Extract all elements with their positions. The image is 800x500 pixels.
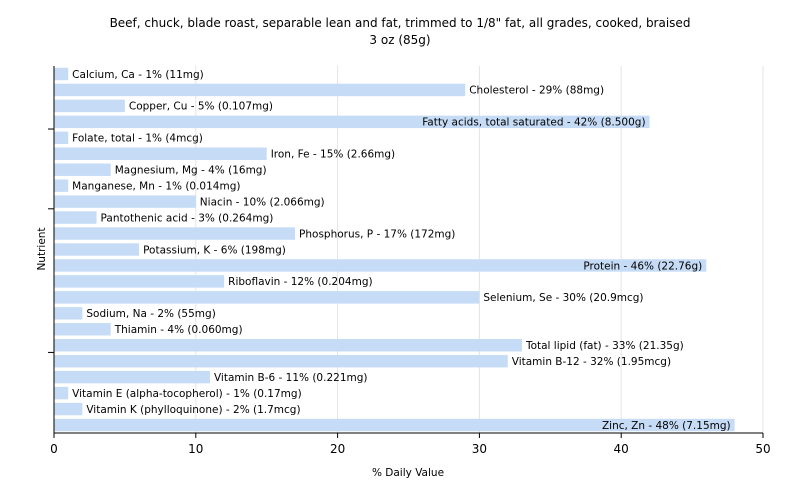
bar bbox=[54, 67, 69, 81]
bar bbox=[54, 131, 69, 145]
bar bbox=[54, 402, 83, 416]
bar bbox=[54, 195, 196, 208]
bar-label: Vitamin K (phylloquinone) - 2% (1.7mcg) bbox=[86, 404, 300, 416]
bars: Calcium, Ca - 1% (11mg) Cholesterol - 29%… bbox=[54, 67, 735, 432]
y-axis-label: Nutrient bbox=[36, 227, 48, 270]
bar bbox=[54, 386, 69, 400]
bar-label: Protein - 46% (22.76g) bbox=[583, 260, 702, 272]
x-tick-label-3: 30 bbox=[472, 442, 487, 456]
x-tick-label-2: 20 bbox=[330, 442, 345, 456]
chart-title: Beef, chuck, blade roast, separable lean… bbox=[110, 16, 691, 30]
bar-label: Thiamin - 4% (0.060mg) bbox=[114, 324, 243, 336]
bar bbox=[54, 275, 225, 288]
bar-label: Potassium, K - 6% (198mg) bbox=[143, 244, 286, 256]
bar-label: Zinc, Zn - 48% (7.15mg) bbox=[602, 420, 731, 432]
bar bbox=[54, 179, 69, 192]
bar bbox=[54, 354, 508, 368]
x-axis-label: % Daily Value bbox=[372, 467, 444, 479]
bar-label: Vitamin B-12 - 32% (1.95mcg) bbox=[512, 356, 671, 368]
bar bbox=[54, 323, 111, 336]
bar-label: Niacin - 10% (2.066mg) bbox=[200, 196, 325, 208]
bar-label: Total lipid (fat) - 33% (21.35g) bbox=[525, 340, 684, 352]
x-tick-label-0: 0 bbox=[50, 442, 58, 456]
bar-label: Sodium, Na - 2% (55mg) bbox=[86, 308, 215, 320]
axes bbox=[48, 66, 763, 434]
x-ticks: 0 10 20 30 40 50 bbox=[50, 433, 771, 456]
bar-label: Magnesium, Mg - 4% (16mg) bbox=[115, 165, 267, 177]
bar-label: Selenium, Se - 30% (20.9mcg) bbox=[483, 292, 643, 304]
bar-label: Phosphorus, P - 17% (172mg) bbox=[299, 228, 455, 240]
bar-label: Iron, Fe - 15% (2.66mg) bbox=[271, 149, 395, 161]
x-tick-label-1: 10 bbox=[188, 442, 203, 456]
chart-subtitle: 3 oz (85g) bbox=[369, 33, 430, 47]
bar-label: Vitamin E (alpha-tocopherol) - 1% (0.17m… bbox=[72, 388, 302, 400]
bar bbox=[54, 211, 97, 224]
bar-label: Copper, Cu - 5% (0.107mg) bbox=[129, 101, 273, 113]
bar bbox=[54, 147, 267, 160]
bar bbox=[54, 163, 111, 176]
bar-label: Riboflavin - 12% (0.204mg) bbox=[228, 276, 372, 288]
bar bbox=[54, 291, 480, 304]
bar bbox=[54, 307, 83, 320]
bar-label: Fatty acids, total saturated - 42% (8.50… bbox=[422, 117, 645, 129]
bar bbox=[54, 339, 522, 352]
bar bbox=[54, 83, 466, 97]
bar bbox=[54, 418, 735, 432]
x-tick-label-5: 50 bbox=[755, 442, 770, 456]
bar bbox=[54, 243, 140, 256]
bar bbox=[54, 227, 296, 240]
bar-label: Calcium, Ca - 1% (11mg) bbox=[72, 69, 204, 81]
bar bbox=[54, 115, 650, 129]
bar-label: Pantothenic acid - 3% (0.264mg) bbox=[101, 212, 274, 224]
bar bbox=[54, 370, 210, 384]
bar-label: Folate, total - 1% (4mcg) bbox=[72, 133, 203, 145]
bar bbox=[54, 99, 125, 113]
bar-label: Vitamin B-6 - 11% (0.221mg) bbox=[214, 372, 368, 384]
bar-label: Manganese, Mn - 1% (0.014mg) bbox=[72, 180, 240, 192]
bar bbox=[54, 259, 707, 272]
bar-label: Cholesterol - 29% (88mg) bbox=[469, 85, 604, 97]
x-tick-label-4: 40 bbox=[614, 442, 629, 456]
